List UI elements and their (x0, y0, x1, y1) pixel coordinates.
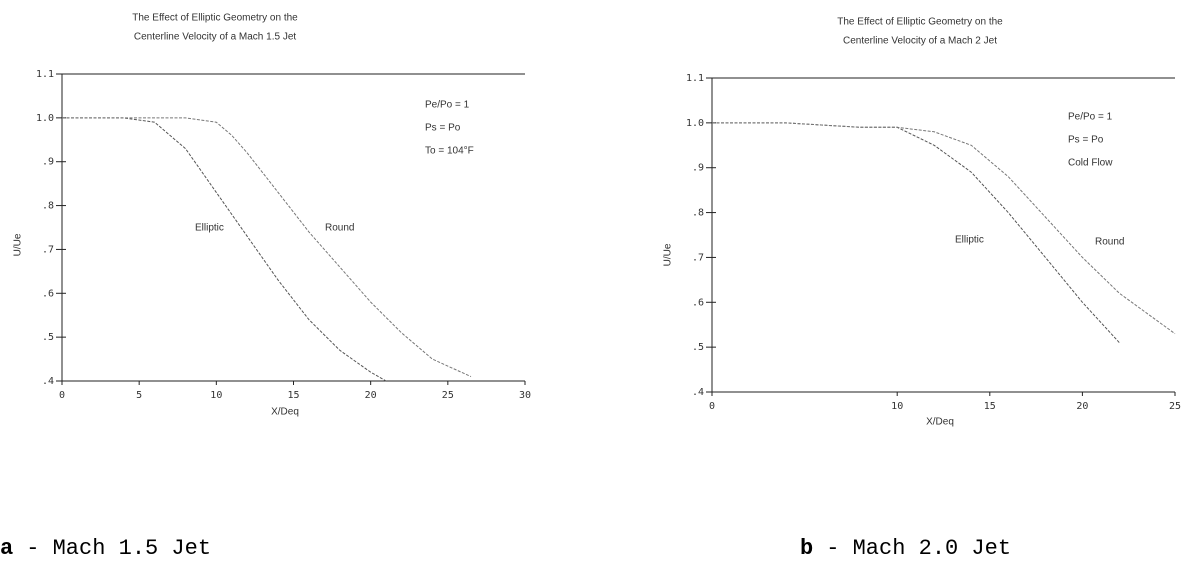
y-tick-label: .7 (692, 252, 704, 263)
caption-letter: a (0, 536, 13, 561)
y-tick-label: .8 (692, 208, 704, 219)
x-tick-label: 30 (519, 390, 531, 401)
x-tick-label: 0 (59, 390, 65, 401)
series-label: Elliptic (195, 223, 224, 234)
chart-title: Centerline Velocity of a Mach 1.5 Jet (134, 32, 297, 43)
x-axis-label: X/Deq (271, 407, 299, 418)
caption-text: - Mach 2.0 Jet (826, 536, 1011, 561)
series-line (62, 117, 387, 382)
y-axis-label: U/Ue (663, 243, 674, 266)
x-axis-label: X/Deq (926, 417, 954, 428)
y-tick-label: .8 (42, 201, 54, 212)
y-tick-label: 1.0 (686, 118, 704, 129)
series-label: Elliptic (955, 235, 984, 246)
series-label: Round (325, 223, 354, 234)
caption-letter: b (800, 536, 813, 561)
x-tick-label: 20 (365, 390, 377, 401)
y-tick-label: .5 (692, 342, 704, 353)
caption: b - Mach 2.0 Jet (800, 536, 1011, 561)
annotation: Ps = Po (425, 123, 461, 134)
x-tick-label: 15 (287, 390, 299, 401)
x-tick-label: 25 (442, 390, 454, 401)
series-line (712, 122, 1120, 344)
y-tick-label: .5 (42, 332, 54, 343)
x-tick-label: 5 (136, 390, 142, 401)
y-axis-label: U/Ue (13, 233, 24, 256)
x-tick-label: 10 (891, 401, 903, 412)
y-tick-label: .9 (42, 157, 54, 168)
caption-text: - Mach 1.5 Jet (26, 536, 211, 561)
annotation: Ps = Po (1068, 135, 1104, 146)
annotation: Pe/Po = 1 (425, 100, 470, 111)
x-tick-label: 25 (1169, 401, 1181, 412)
caption: a - Mach 1.5 Jet (0, 536, 211, 561)
annotation: To = 104°F (425, 146, 474, 157)
x-tick-label: 10 (210, 390, 222, 401)
y-tick-label: 1.1 (686, 73, 704, 84)
x-tick-label: 20 (1076, 401, 1088, 412)
y-tick-label: .4 (692, 387, 704, 398)
chart-title: Centerline Velocity of a Mach 2 Jet (843, 36, 997, 47)
x-tick-label: 15 (984, 401, 996, 412)
y-tick-label: .9 (692, 163, 704, 174)
y-tick-label: .6 (692, 297, 704, 308)
chart-title: The Effect of Elliptic Geometry on the (837, 17, 1003, 28)
y-tick-label: 1.1 (36, 69, 54, 80)
series-line (712, 122, 1176, 335)
y-tick-label: 1.0 (36, 113, 54, 124)
annotation: Pe/Po = 1 (1068, 112, 1113, 123)
y-tick-label: .4 (42, 376, 54, 387)
x-tick-label: 0 (709, 401, 715, 412)
series-line (62, 117, 472, 378)
annotation: Cold Flow (1068, 158, 1113, 169)
chart-title: The Effect of Elliptic Geometry on the (132, 13, 298, 24)
y-tick-label: .7 (42, 244, 54, 255)
y-tick-label: .6 (42, 288, 54, 299)
series-label: Round (1095, 237, 1124, 248)
